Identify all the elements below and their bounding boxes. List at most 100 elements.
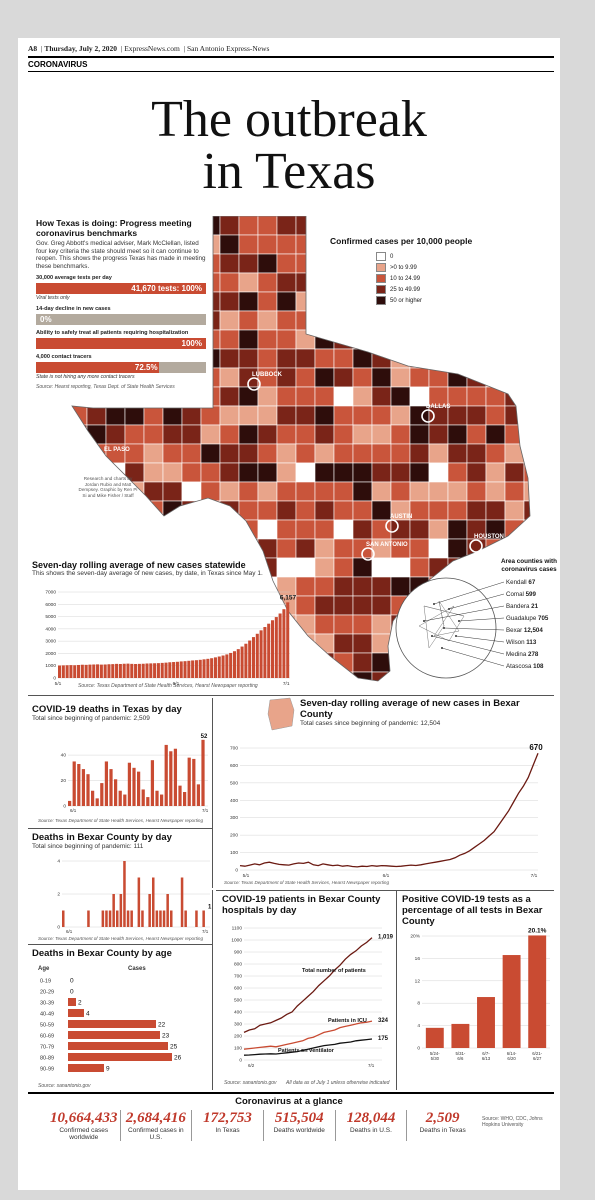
county xyxy=(295,216,316,236)
bar xyxy=(109,769,113,806)
county xyxy=(523,519,530,540)
legend-item: 25 to 49.99 xyxy=(376,285,530,294)
progress-bar: 100% xyxy=(36,338,206,350)
glance-label: Confirmed cases in U.S. xyxy=(128,1127,184,1141)
county xyxy=(276,462,297,483)
county xyxy=(181,405,202,426)
county xyxy=(352,481,373,502)
county xyxy=(72,519,88,540)
progress-intro: Gov. Greg Abbott's medical adviser, Mark… xyxy=(36,240,206,270)
county xyxy=(219,386,240,407)
progress-bar-value: 100% xyxy=(181,339,202,349)
bar xyxy=(286,602,290,678)
county xyxy=(181,500,202,521)
bar xyxy=(61,665,65,678)
data-label: 1 xyxy=(208,905,212,911)
y-tick-label: 400 xyxy=(234,1010,242,1016)
county xyxy=(200,310,221,331)
county xyxy=(371,424,392,445)
county xyxy=(295,234,316,255)
county xyxy=(523,216,530,236)
county xyxy=(143,538,164,559)
y-tick-label: 7000 xyxy=(45,590,56,596)
x-tick-label: 6/2 xyxy=(248,1063,255,1068)
county xyxy=(219,443,240,464)
bar xyxy=(69,665,73,678)
page-number: A8 xyxy=(28,44,38,53)
page-date: Thursday, July 2, 2020 xyxy=(44,44,118,53)
glance-number: 2,509 xyxy=(425,1110,460,1126)
county xyxy=(352,443,373,464)
legend-swatch xyxy=(376,296,386,305)
bar xyxy=(194,660,198,678)
area-county-label: Comal 599 xyxy=(506,591,536,598)
glance-number: 172,753 xyxy=(203,1110,252,1126)
deaths-tx-source: Source: Texas Department of State Health… xyxy=(38,818,204,823)
county xyxy=(485,329,506,350)
county xyxy=(181,424,202,445)
county xyxy=(295,367,316,388)
deaths-bexar-title: Deaths in Bexar County by day xyxy=(32,832,172,843)
county xyxy=(219,216,240,236)
county xyxy=(276,329,297,350)
x-tick-label: 6/1 xyxy=(383,873,390,879)
glance-row: 10,664,433 Confirmed cases worldwide 2,684… xyxy=(48,1110,478,1141)
site-link[interactable]: ExpressNews.com xyxy=(124,44,180,53)
county xyxy=(219,253,240,274)
county xyxy=(72,310,88,331)
y-tick-label: 700 xyxy=(234,974,242,980)
legend-item: 50 or higher xyxy=(376,296,530,305)
county xyxy=(219,538,240,559)
county xyxy=(314,386,335,407)
y-tick-label: 100 xyxy=(230,850,238,856)
county xyxy=(466,462,487,483)
leader-line xyxy=(441,647,505,667)
county xyxy=(276,481,297,502)
y-tick-label: 6000 xyxy=(45,602,56,608)
county xyxy=(257,443,278,464)
county xyxy=(181,367,202,388)
bar xyxy=(108,910,112,927)
headline-line2: in Texas xyxy=(202,143,376,200)
data-label: 324 xyxy=(378,1018,389,1024)
county xyxy=(466,443,487,464)
county xyxy=(143,424,164,445)
bar xyxy=(191,660,195,678)
bar xyxy=(170,910,173,927)
county xyxy=(409,310,430,331)
county-dot xyxy=(441,647,443,649)
county xyxy=(105,348,126,369)
county xyxy=(181,462,202,483)
county xyxy=(447,386,468,407)
deaths-age-header: Deaths in Bexar County by age xyxy=(32,948,212,959)
city-label: HOUSTON xyxy=(474,534,504,540)
county xyxy=(276,348,297,369)
county xyxy=(295,310,316,331)
glance-number: 515,504 xyxy=(274,1110,324,1126)
y-tick-label: 0 xyxy=(63,804,66,810)
bar xyxy=(126,663,130,678)
county xyxy=(390,481,411,502)
county xyxy=(181,386,202,407)
city-marker xyxy=(385,519,399,533)
county xyxy=(409,500,430,521)
county xyxy=(295,538,316,559)
x-tick-label: 7/1 xyxy=(531,873,538,879)
city-marker xyxy=(247,377,261,391)
x-tick-label: 7/1 xyxy=(368,1063,375,1068)
county xyxy=(371,595,392,616)
county xyxy=(295,500,316,521)
county xyxy=(276,291,297,312)
age-label: 80-89 xyxy=(40,1056,54,1062)
bar xyxy=(251,637,256,678)
county xyxy=(72,348,88,369)
hospital-note: All data as of July 1 unless otherwise i… xyxy=(286,1080,390,1086)
bar xyxy=(122,663,126,678)
county xyxy=(504,500,525,521)
bar xyxy=(62,910,65,927)
county xyxy=(314,500,335,521)
progress-bar-fill xyxy=(36,362,160,374)
legend-label: 25 to 49.99 xyxy=(390,286,421,293)
county xyxy=(276,538,297,559)
county xyxy=(276,386,297,407)
